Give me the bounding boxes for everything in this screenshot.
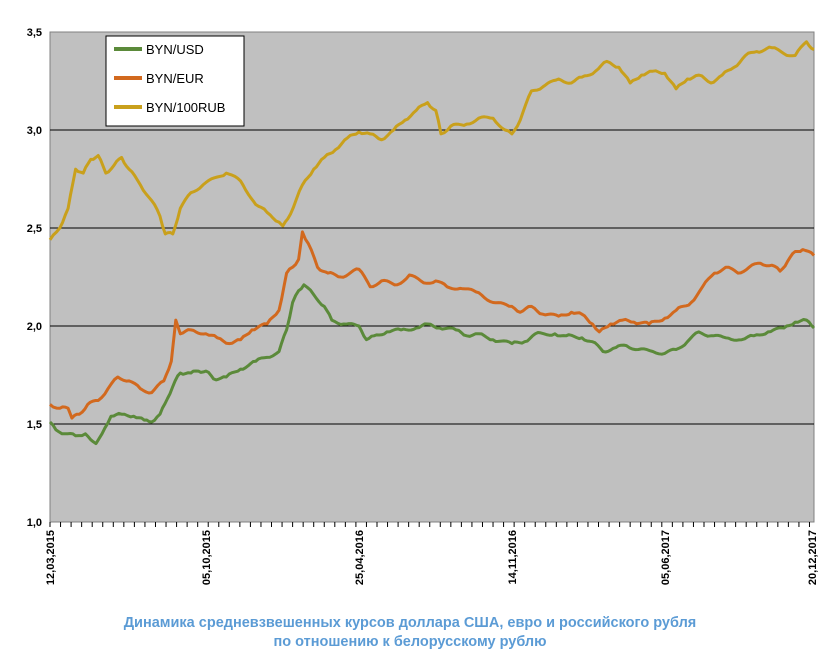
y-tick-label: 2,0 (27, 321, 42, 333)
y-tick-label: 3,5 (27, 27, 42, 39)
x-tick-label: 14,11,2016 (507, 530, 519, 584)
x-tick-label: 05,06,2017 (660, 530, 672, 585)
x-tick-label: 25,04,2016 (354, 530, 366, 585)
y-tick-label: 1,0 (27, 517, 42, 529)
caption-line-2: по отношению к белорусскому рублю (273, 634, 547, 650)
caption-line-1: Динамика средневзвешенных курсов доллара… (123, 615, 697, 631)
x-tick-label: 20,12,2017 (807, 530, 819, 585)
legend: BYN/USD BYN/EUR BYN/100RUB (105, 35, 245, 127)
x-axis: 12,03,2015 05,10,2015 25,04,2016 14,11,2016… (45, 522, 819, 585)
series-lines (48, 40, 816, 446)
y-axis: 1,0 1,5 2,0 2,5 3,0 3,5 (27, 27, 42, 529)
x-tick-label: 05,10,2015 (201, 530, 213, 585)
legend-label: BYN/EUR (146, 71, 204, 86)
series-line-byn-eur (49, 230, 816, 420)
series-line-byn-usd (48, 283, 816, 446)
x-tick-label: 12,03,2015 (45, 530, 57, 585)
series-line-byn-100rub (48, 40, 815, 241)
y-tick-label: 3,0 (27, 125, 42, 137)
y-tick-label: 1,5 (27, 419, 42, 431)
y-tick-label: 2,5 (27, 223, 42, 235)
chart-caption: Динамика средневзвешенных курсов доллара… (0, 614, 820, 652)
legend-label: BYN/100RUB (146, 100, 225, 115)
legend-label: BYN/USD (146, 42, 204, 57)
